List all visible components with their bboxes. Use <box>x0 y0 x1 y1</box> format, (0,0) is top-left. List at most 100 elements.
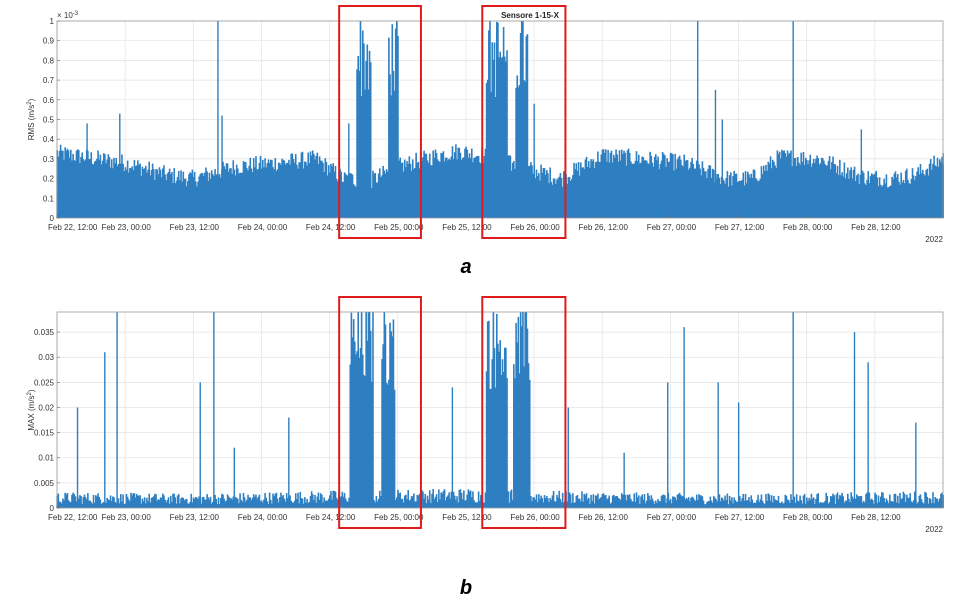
data-bar <box>175 180 178 218</box>
data-bar <box>665 166 667 218</box>
data-bar <box>637 154 640 218</box>
data-bar <box>502 27 505 219</box>
data-bar <box>216 503 219 508</box>
data-bar <box>341 491 344 508</box>
data-bar <box>619 160 622 218</box>
data-bar <box>134 166 137 218</box>
data-bar <box>247 170 249 218</box>
data-bar <box>273 496 275 508</box>
data-bar <box>202 175 205 218</box>
data-bar <box>477 491 480 508</box>
data-bar <box>67 150 70 218</box>
data-bar <box>517 316 520 508</box>
data-bar <box>523 366 525 508</box>
data-bar <box>887 187 890 218</box>
data-bar <box>449 159 452 218</box>
data-bar <box>280 492 282 508</box>
data-bar <box>183 500 186 508</box>
x-tick-label: Feb 26, 00:00 <box>510 223 560 232</box>
data-bar <box>182 497 185 508</box>
data-bar <box>823 502 825 508</box>
data-bar <box>266 163 269 218</box>
data-bar <box>834 503 837 508</box>
data-bar <box>657 499 659 508</box>
data-bar <box>904 170 907 218</box>
data-bar <box>441 153 444 218</box>
data-bar <box>768 163 771 218</box>
data-bar <box>313 499 315 508</box>
data-bar <box>315 155 317 218</box>
data-bar <box>355 186 357 218</box>
data-bar <box>401 498 404 508</box>
data-bar <box>461 158 464 218</box>
data-bar <box>568 492 571 508</box>
peak-bar <box>288 417 290 508</box>
x-axis-ticks: Feb 22, 12:00 Feb 23, 00:00 Feb 23, 12:00 F… <box>48 215 901 232</box>
data-bar <box>204 172 206 218</box>
data-bar <box>784 153 787 218</box>
data-bar <box>491 42 494 218</box>
data-bar <box>854 181 857 218</box>
data-bar <box>134 497 137 508</box>
data-bar <box>777 495 780 508</box>
data-bar <box>586 499 589 508</box>
peak-bar <box>792 21 794 218</box>
data-bar <box>623 150 625 218</box>
data-bar <box>625 165 628 218</box>
x-tick-label: Feb 24, 00:00 <box>238 223 288 232</box>
data-bar <box>250 168 253 218</box>
data-bar <box>799 164 801 218</box>
data-bar <box>737 181 740 218</box>
data-bar <box>105 163 107 218</box>
data-bar <box>85 499 88 508</box>
data-bar <box>563 502 565 508</box>
data-bar <box>311 150 314 218</box>
data-bar <box>427 162 430 218</box>
data-bar <box>765 164 767 218</box>
data-bar <box>367 312 370 508</box>
data-bar <box>575 163 578 218</box>
data-bar <box>346 175 348 218</box>
data-bar <box>96 158 98 218</box>
data-bar <box>60 503 63 508</box>
data-bar <box>503 347 506 508</box>
data-bar <box>631 501 633 508</box>
x-tick-label: Feb 27, 00:00 <box>647 513 697 522</box>
data-bar <box>804 503 807 508</box>
x-tick-label: Feb 24, 00:00 <box>238 513 288 522</box>
data-bar <box>389 74 391 218</box>
data-bar <box>632 163 634 218</box>
data-bar <box>907 179 909 218</box>
data-bar <box>450 491 453 508</box>
data-bar <box>787 500 790 508</box>
data-bar <box>624 494 626 508</box>
data-bar <box>327 165 330 218</box>
data-bar <box>760 494 763 508</box>
data-bar <box>83 160 86 218</box>
data-bar <box>458 147 461 218</box>
data-bar <box>190 493 193 508</box>
data-bar <box>79 495 81 508</box>
data-bar <box>192 176 195 218</box>
data-bar <box>783 502 785 508</box>
data-bar <box>309 496 312 508</box>
data-bar <box>478 500 481 508</box>
data-bar <box>583 168 586 218</box>
data-bar <box>60 150 63 218</box>
data-bar <box>626 150 629 218</box>
data-bar <box>636 160 639 218</box>
data-bar <box>819 163 822 218</box>
data-bar <box>723 180 725 218</box>
x-axis-ticks: Feb 22, 12:00 Feb 23, 00:00 Feb 23, 12:00 F… <box>48 505 901 522</box>
data-bar <box>837 499 840 508</box>
data-bar <box>612 154 615 218</box>
data-bar <box>452 159 455 218</box>
data-bar <box>348 497 350 508</box>
y-exponent-label: × 10-3 <box>57 11 79 20</box>
data-bar <box>839 495 841 508</box>
data-bar <box>657 156 659 218</box>
data-bar <box>910 178 913 218</box>
data-bar <box>677 157 680 218</box>
data-bar <box>686 160 689 218</box>
data-bar <box>675 500 678 508</box>
